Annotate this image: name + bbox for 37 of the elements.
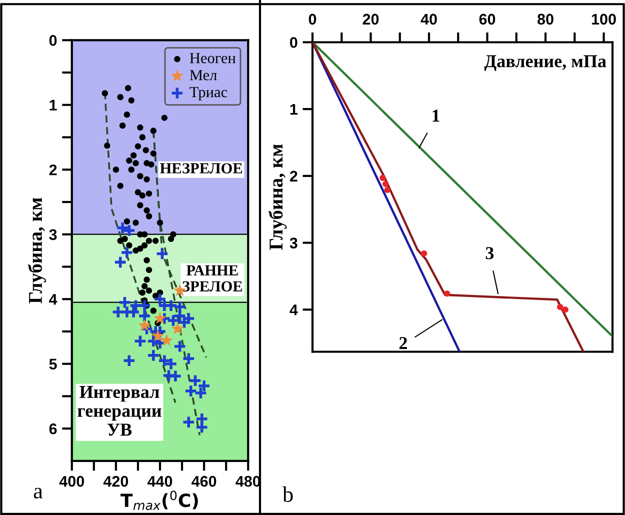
y-tick-label: 2	[49, 164, 57, 176]
legend-label: Триас	[190, 87, 228, 100]
band-label: Интервал генерации УВ	[78, 386, 162, 436]
y-tick-label: 2	[290, 170, 298, 182]
legend-label: Неоген	[190, 53, 236, 64]
y-axis-title: Глубина, км	[268, 144, 287, 250]
x-axis-title: Давление, мПа	[484, 55, 606, 71]
x-tick-label: 60	[479, 14, 496, 25]
x-tick-label: 440	[147, 476, 172, 487]
y-tick-label: 3	[290, 238, 298, 248]
x-tick-label: 420	[103, 476, 128, 487]
y-tick-label: 0	[290, 37, 298, 48]
x-tick-label: 400	[59, 476, 84, 487]
y-tick-label: 4	[290, 304, 298, 316]
x-tick-label: 0	[308, 14, 316, 25]
x-tick-label: 40	[420, 14, 437, 25]
y-axis-title: Глубина, км	[28, 198, 46, 304]
y-tick-label: 6	[49, 423, 57, 434]
annotation: 2	[399, 337, 407, 349]
band-label: РАННЕ ЗРЕЛОЕ	[182, 265, 242, 292]
band-label: НЕЗРЕЛОЕ	[160, 163, 242, 174]
x-tick-label: 20	[362, 14, 379, 25]
x-tick-label: 460	[192, 476, 216, 487]
text: a	[34, 488, 43, 498]
y-tick-label: 3	[49, 229, 57, 240]
x-axis-title: T$_{max}$($^{0}$C)	[120, 490, 198, 510]
text: b	[282, 486, 293, 502]
x-tick-label: 100	[592, 14, 616, 25]
y-tick-label: 1	[50, 100, 57, 110]
annotation: 1	[432, 110, 440, 122]
y-tick-label: 0	[49, 35, 57, 46]
annotation: 3	[486, 247, 494, 260]
y-tick-label: 5	[49, 358, 57, 370]
y-tick-label: 1	[290, 104, 298, 115]
y-tick-label: 4	[49, 294, 58, 305]
legend-label: Мел	[190, 70, 217, 80]
x-tick-label: 80	[538, 14, 554, 25]
